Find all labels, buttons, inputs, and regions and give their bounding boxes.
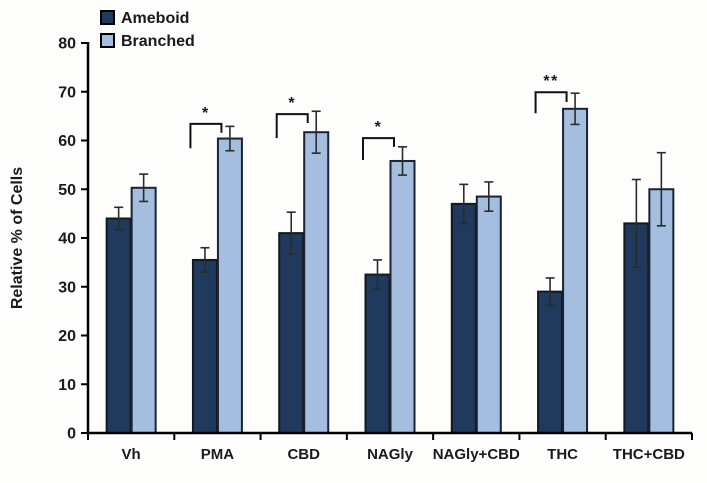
y-tick-label: 70: [58, 84, 76, 101]
significance-bracket-pma: [189, 122, 223, 149]
y-tick-label: 60: [58, 133, 76, 150]
category-label-vh: Vh: [122, 446, 141, 463]
bar-ameboid-thc: [537, 290, 564, 434]
bar-branched-cbd: [303, 131, 330, 434]
significance-bracket-cbd: [275, 113, 309, 139]
category-label-cbd: CBD: [287, 446, 320, 463]
significance-bracket-thc: [534, 91, 568, 114]
y-tick-label: 80: [58, 36, 76, 53]
legend-label-ameboid: Ameboid: [121, 10, 189, 27]
significance-star-pma: *: [202, 105, 210, 122]
significance-star-thc: **: [543, 73, 558, 90]
y-tick-label: 10: [58, 377, 76, 394]
y-tick-label: 40: [58, 231, 76, 248]
bar-branched-nagly: [389, 159, 416, 434]
bar-ameboid-pma: [191, 258, 218, 434]
category-label-thc-cbd: THC+CBD: [613, 446, 685, 463]
bar-branched-pma: [216, 137, 243, 435]
legend-swatch-branched: [100, 33, 115, 48]
bar-branched-vh: [130, 186, 157, 434]
bar-ameboid-cbd: [278, 232, 305, 434]
y-tick-label: 50: [58, 182, 76, 199]
legend-label-branched: Branched: [121, 33, 195, 50]
significance-star-cbd: *: [288, 95, 296, 112]
category-label-nagly-cbd: NAGly+CBD: [433, 446, 520, 463]
significance-bracket-nagly: [362, 137, 395, 160]
category-label-thc: THC: [547, 446, 578, 463]
bar-ameboid-nagly: [364, 273, 391, 434]
y-axis-title: Relative % of Cells: [9, 167, 26, 309]
legend-swatch-ameboid: [100, 10, 115, 25]
bar-ameboid-vh: [105, 217, 132, 434]
category-label-pma: PMA: [201, 446, 235, 463]
y-tick-label: 30: [58, 279, 76, 296]
bar-ameboid-nagly-cbd: [450, 202, 477, 434]
bar-branched-nagly-cbd: [475, 195, 502, 434]
category-label-nagly: NAGly: [367, 446, 414, 463]
significance-star-nagly: *: [375, 119, 383, 136]
bar-branched-thc: [562, 107, 589, 434]
y-tick-label: 0: [67, 426, 76, 443]
y-tick-label: 20: [58, 328, 76, 345]
